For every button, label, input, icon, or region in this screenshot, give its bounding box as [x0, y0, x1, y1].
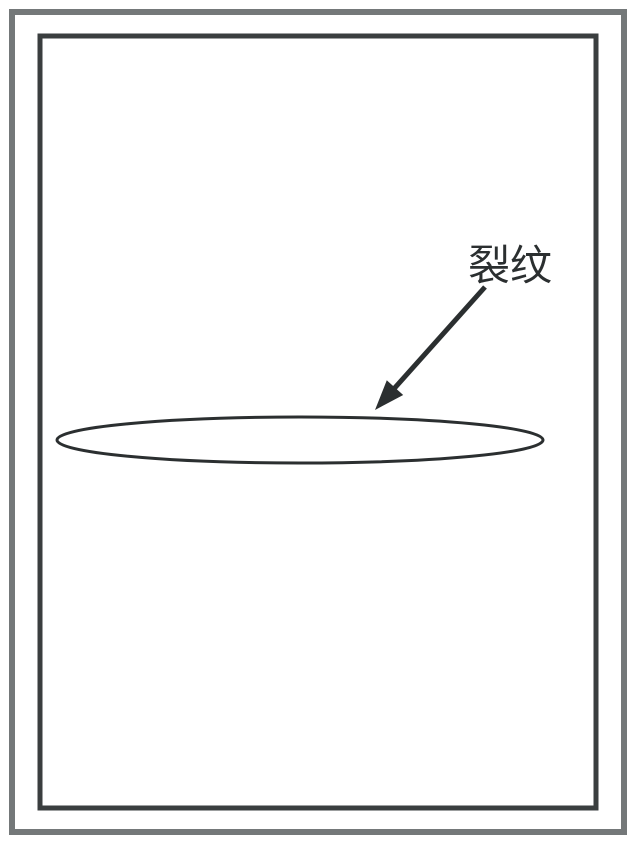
crack-label: 裂纹 — [468, 232, 552, 293]
outer-border — [12, 12, 624, 832]
arrow — [375, 287, 485, 410]
diagram-svg — [0, 0, 640, 856]
crack-ellipse — [57, 417, 543, 463]
diagram-canvas: 裂纹 — [0, 0, 640, 856]
inner-border — [40, 36, 596, 808]
